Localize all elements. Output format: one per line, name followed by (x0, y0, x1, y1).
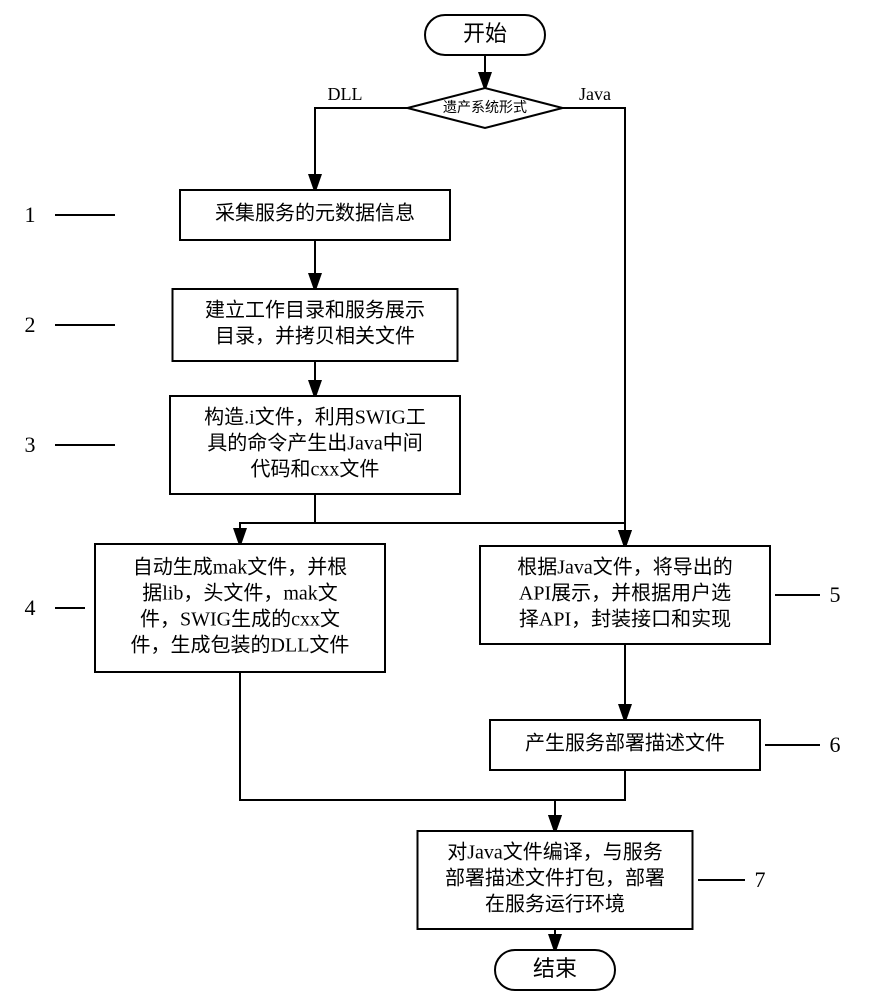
n4-text-1: 据lib，头文件，mak文 (142, 582, 338, 605)
edge-label-2: Java (579, 84, 611, 104)
edge-9 (555, 770, 625, 831)
n4-text-2: 件，SWIG生成的cxx文 (140, 608, 340, 631)
n5-text-0: 根据Java文件，将导出的 (517, 556, 733, 579)
edge-5 (240, 494, 315, 544)
n3-text-0: 构造.i文件，利用SWIG工 (204, 406, 426, 429)
step-number-1: 1 (25, 202, 36, 227)
edge-label-1: DLL (328, 84, 363, 104)
edge-1 (315, 108, 408, 190)
step-number-3: 3 (25, 432, 36, 457)
step-number-2: 2 (25, 312, 36, 337)
n2-text-1: 目录，并拷贝相关文件 (215, 325, 415, 348)
n3-text-1: 具的命令产生出Java中间 (207, 432, 423, 455)
start-label: 开始 (463, 21, 507, 46)
n7-text-0: 对Java文件编译，与服务 (447, 841, 663, 864)
n6-text-0: 产生服务部署描述文件 (525, 732, 725, 755)
flowchart: DLL Java 开始遗产系统形式采集服务的元数据信息建立工作目录和服务展示目录，… (0, 0, 870, 1000)
step-number-6: 6 (830, 732, 841, 757)
step-number-4: 4 (25, 595, 36, 620)
n2-text-0: 建立工作目录和服务展示 (205, 299, 425, 322)
decision-label: 遗产系统形式 (443, 100, 527, 116)
n1-text-0: 采集服务的元数据信息 (215, 202, 415, 225)
edge-2 (562, 108, 625, 546)
n5-text-1: API展示，并根据用户选 (519, 582, 731, 605)
end-label: 结束 (533, 956, 577, 981)
n3-text-2: 代码和cxx文件 (251, 458, 380, 481)
n7-text-2: 在服务运行环境 (485, 893, 625, 916)
n5-text-2: 择API，封装接口和实现 (519, 608, 731, 631)
n4-text-0: 自动生成mak文件，并根 (133, 556, 347, 579)
step-number-5: 5 (830, 582, 841, 607)
n4-text-3: 件，生成包装的DLL文件 (131, 634, 350, 657)
step-number-7: 7 (755, 867, 766, 892)
edge-6 (315, 494, 625, 546)
n7-text-1: 部署描述文件打包，部署 (445, 867, 665, 890)
